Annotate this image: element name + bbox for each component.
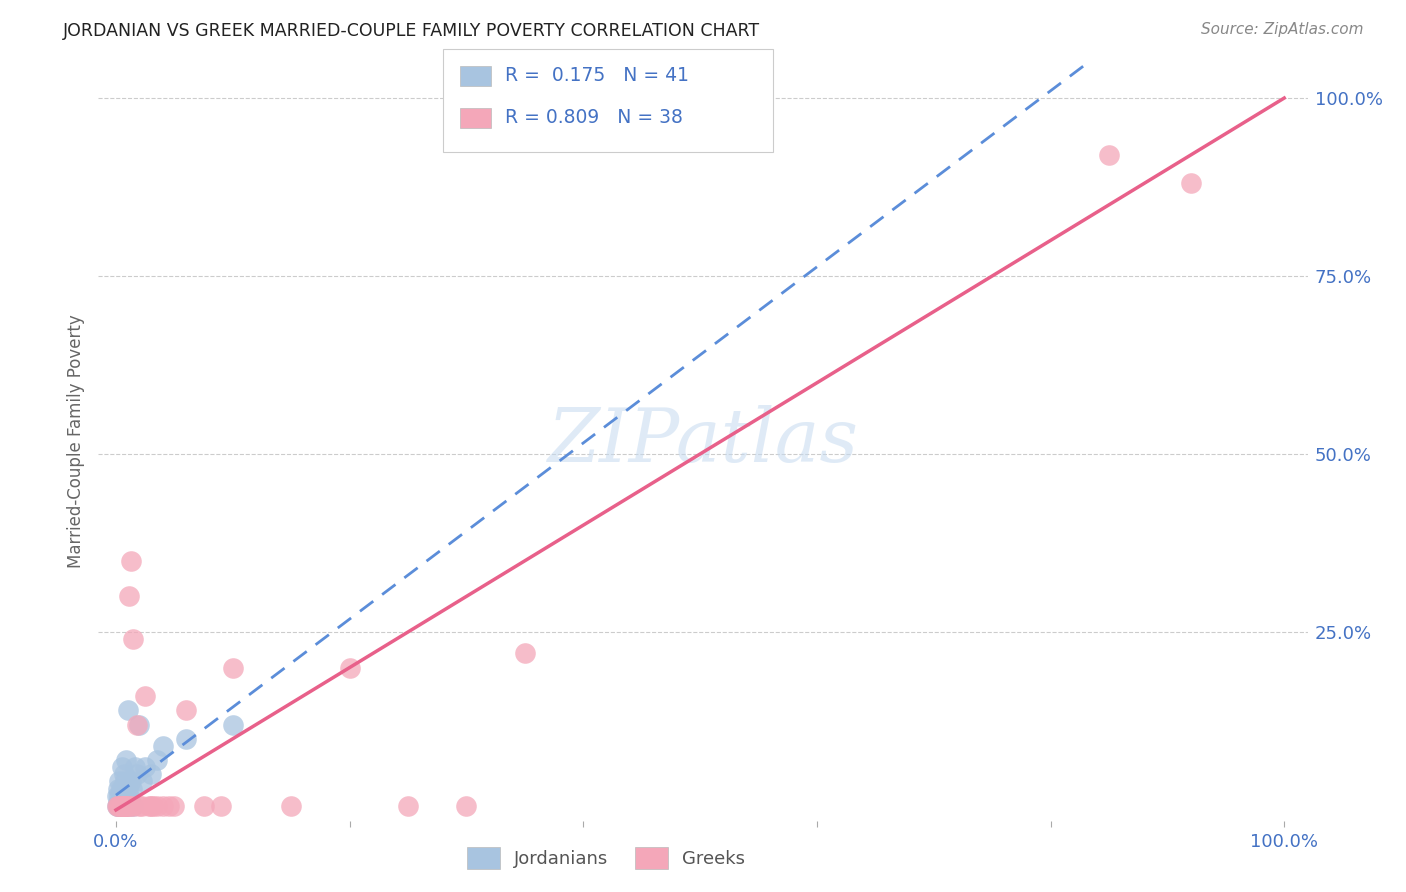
Point xyxy=(209,799,232,814)
Point xyxy=(339,660,361,674)
Point xyxy=(105,799,128,814)
Point xyxy=(111,799,134,814)
Point xyxy=(111,799,134,814)
Point xyxy=(513,646,536,660)
Point xyxy=(110,799,132,814)
Point xyxy=(111,796,134,810)
Point xyxy=(108,799,131,814)
Text: JORDANIAN VS GREEK MARRIED-COUPLE FAMILY POVERTY CORRELATION CHART: JORDANIAN VS GREEK MARRIED-COUPLE FAMILY… xyxy=(63,22,761,40)
Point xyxy=(111,789,134,803)
Point xyxy=(114,774,136,789)
Point xyxy=(117,703,139,717)
Point xyxy=(115,753,138,767)
Point xyxy=(174,703,197,717)
Point xyxy=(107,799,129,814)
Point xyxy=(193,799,215,814)
Point xyxy=(117,799,139,814)
Point xyxy=(114,799,136,814)
Point xyxy=(105,789,128,803)
Point xyxy=(110,781,132,796)
Point xyxy=(128,799,150,814)
Text: Source: ZipAtlas.com: Source: ZipAtlas.com xyxy=(1201,22,1364,37)
Point xyxy=(280,799,302,814)
Point xyxy=(134,760,156,774)
Point xyxy=(118,590,141,604)
Point xyxy=(118,796,141,810)
Point xyxy=(1098,148,1121,162)
Point xyxy=(117,799,139,814)
Point xyxy=(163,799,186,814)
Point xyxy=(120,554,142,568)
Point xyxy=(108,774,131,789)
Point xyxy=(111,781,134,796)
Point xyxy=(107,796,129,810)
Y-axis label: Married-Couple Family Poverty: Married-Couple Family Poverty xyxy=(66,315,84,568)
Point xyxy=(112,799,135,814)
Point xyxy=(111,799,134,814)
Point xyxy=(1180,177,1202,191)
Point xyxy=(108,799,131,814)
Point xyxy=(125,767,148,781)
Point xyxy=(118,799,141,814)
Point xyxy=(139,767,162,781)
Point xyxy=(152,739,174,753)
Point xyxy=(115,799,138,814)
Point xyxy=(120,774,142,789)
Point xyxy=(125,717,148,731)
Point xyxy=(118,789,141,803)
Point xyxy=(107,799,129,814)
Point xyxy=(110,796,132,810)
Point xyxy=(128,717,150,731)
Point xyxy=(114,799,136,814)
Point xyxy=(112,796,135,810)
Point xyxy=(122,799,145,814)
Text: R =  0.175   N = 41: R = 0.175 N = 41 xyxy=(505,66,689,86)
Point xyxy=(157,799,180,814)
Point xyxy=(152,799,174,814)
Point xyxy=(396,799,419,814)
Point xyxy=(146,753,169,767)
Point xyxy=(122,632,145,646)
Point xyxy=(142,799,165,814)
Point xyxy=(107,781,129,796)
Point xyxy=(131,774,153,789)
Point xyxy=(114,799,136,814)
Point xyxy=(134,689,156,703)
Legend: Jordanians, Greeks: Jordanians, Greeks xyxy=(460,839,752,876)
Point xyxy=(115,789,138,803)
Point xyxy=(111,799,134,814)
Point xyxy=(124,760,146,774)
Text: ZIPatlas: ZIPatlas xyxy=(547,405,859,478)
Point xyxy=(108,789,131,803)
Point xyxy=(456,799,478,814)
Point xyxy=(222,717,245,731)
Text: R = 0.809   N = 38: R = 0.809 N = 38 xyxy=(505,108,683,128)
Point xyxy=(112,789,135,803)
Point xyxy=(174,731,197,746)
Point xyxy=(139,799,162,814)
Point xyxy=(121,781,143,796)
Point xyxy=(222,660,245,674)
Point xyxy=(131,799,153,814)
Point xyxy=(105,799,128,814)
Point xyxy=(138,799,160,814)
Point xyxy=(111,760,134,774)
Point xyxy=(122,799,145,814)
Point xyxy=(112,767,135,781)
Point xyxy=(117,781,139,796)
Point xyxy=(146,799,169,814)
